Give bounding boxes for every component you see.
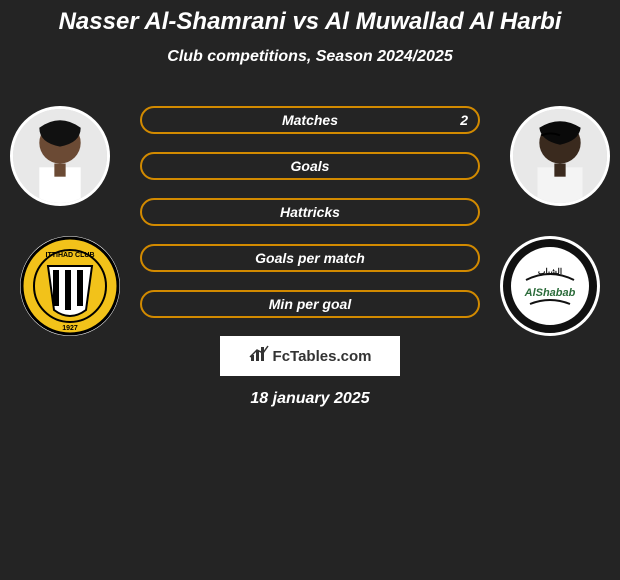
stat-label: Hattricks — [280, 204, 340, 220]
comparison-panel: ITTIHAD CLUB 1927 الشباب AlShabab Matche… — [0, 106, 620, 408]
stat-label: Matches — [282, 112, 338, 128]
stat-label: Goals — [291, 158, 330, 174]
svg-text:ITTIHAD CLUB: ITTIHAD CLUB — [46, 252, 95, 259]
stat-rows: Matches 2 Goals Hattricks Goals per matc… — [140, 106, 480, 318]
stat-row-matches: Matches 2 — [140, 106, 480, 134]
watermark-text: FcTables.com — [273, 348, 372, 365]
club-left-badge: ITTIHAD CLUB 1927 — [20, 236, 120, 336]
stat-row-min-per-goal: Min per goal — [140, 290, 480, 318]
stat-row-goals: Goals — [140, 152, 480, 180]
stat-row-goals-per-match: Goals per match — [140, 244, 480, 272]
player-right-avatar — [510, 106, 610, 206]
watermark: FcTables.com — [220, 336, 400, 376]
stat-row-hattricks: Hattricks — [140, 198, 480, 226]
chart-icon — [249, 345, 269, 367]
page-title: Nasser Al-Shamrani vs Al Muwallad Al Har… — [0, 0, 620, 40]
footer-date: 18 january 2025 — [0, 390, 620, 408]
subtitle: Club competitions, Season 2024/2025 — [0, 48, 620, 66]
stat-value-right: 2 — [460, 112, 468, 128]
svg-text:1927: 1927 — [62, 325, 78, 332]
svg-text:AlShabab: AlShabab — [524, 287, 576, 299]
stat-label: Goals per match — [255, 250, 365, 266]
stat-label: Min per goal — [269, 296, 351, 312]
player-left-avatar — [10, 106, 110, 206]
club-right-badge: الشباب AlShabab — [500, 236, 600, 336]
